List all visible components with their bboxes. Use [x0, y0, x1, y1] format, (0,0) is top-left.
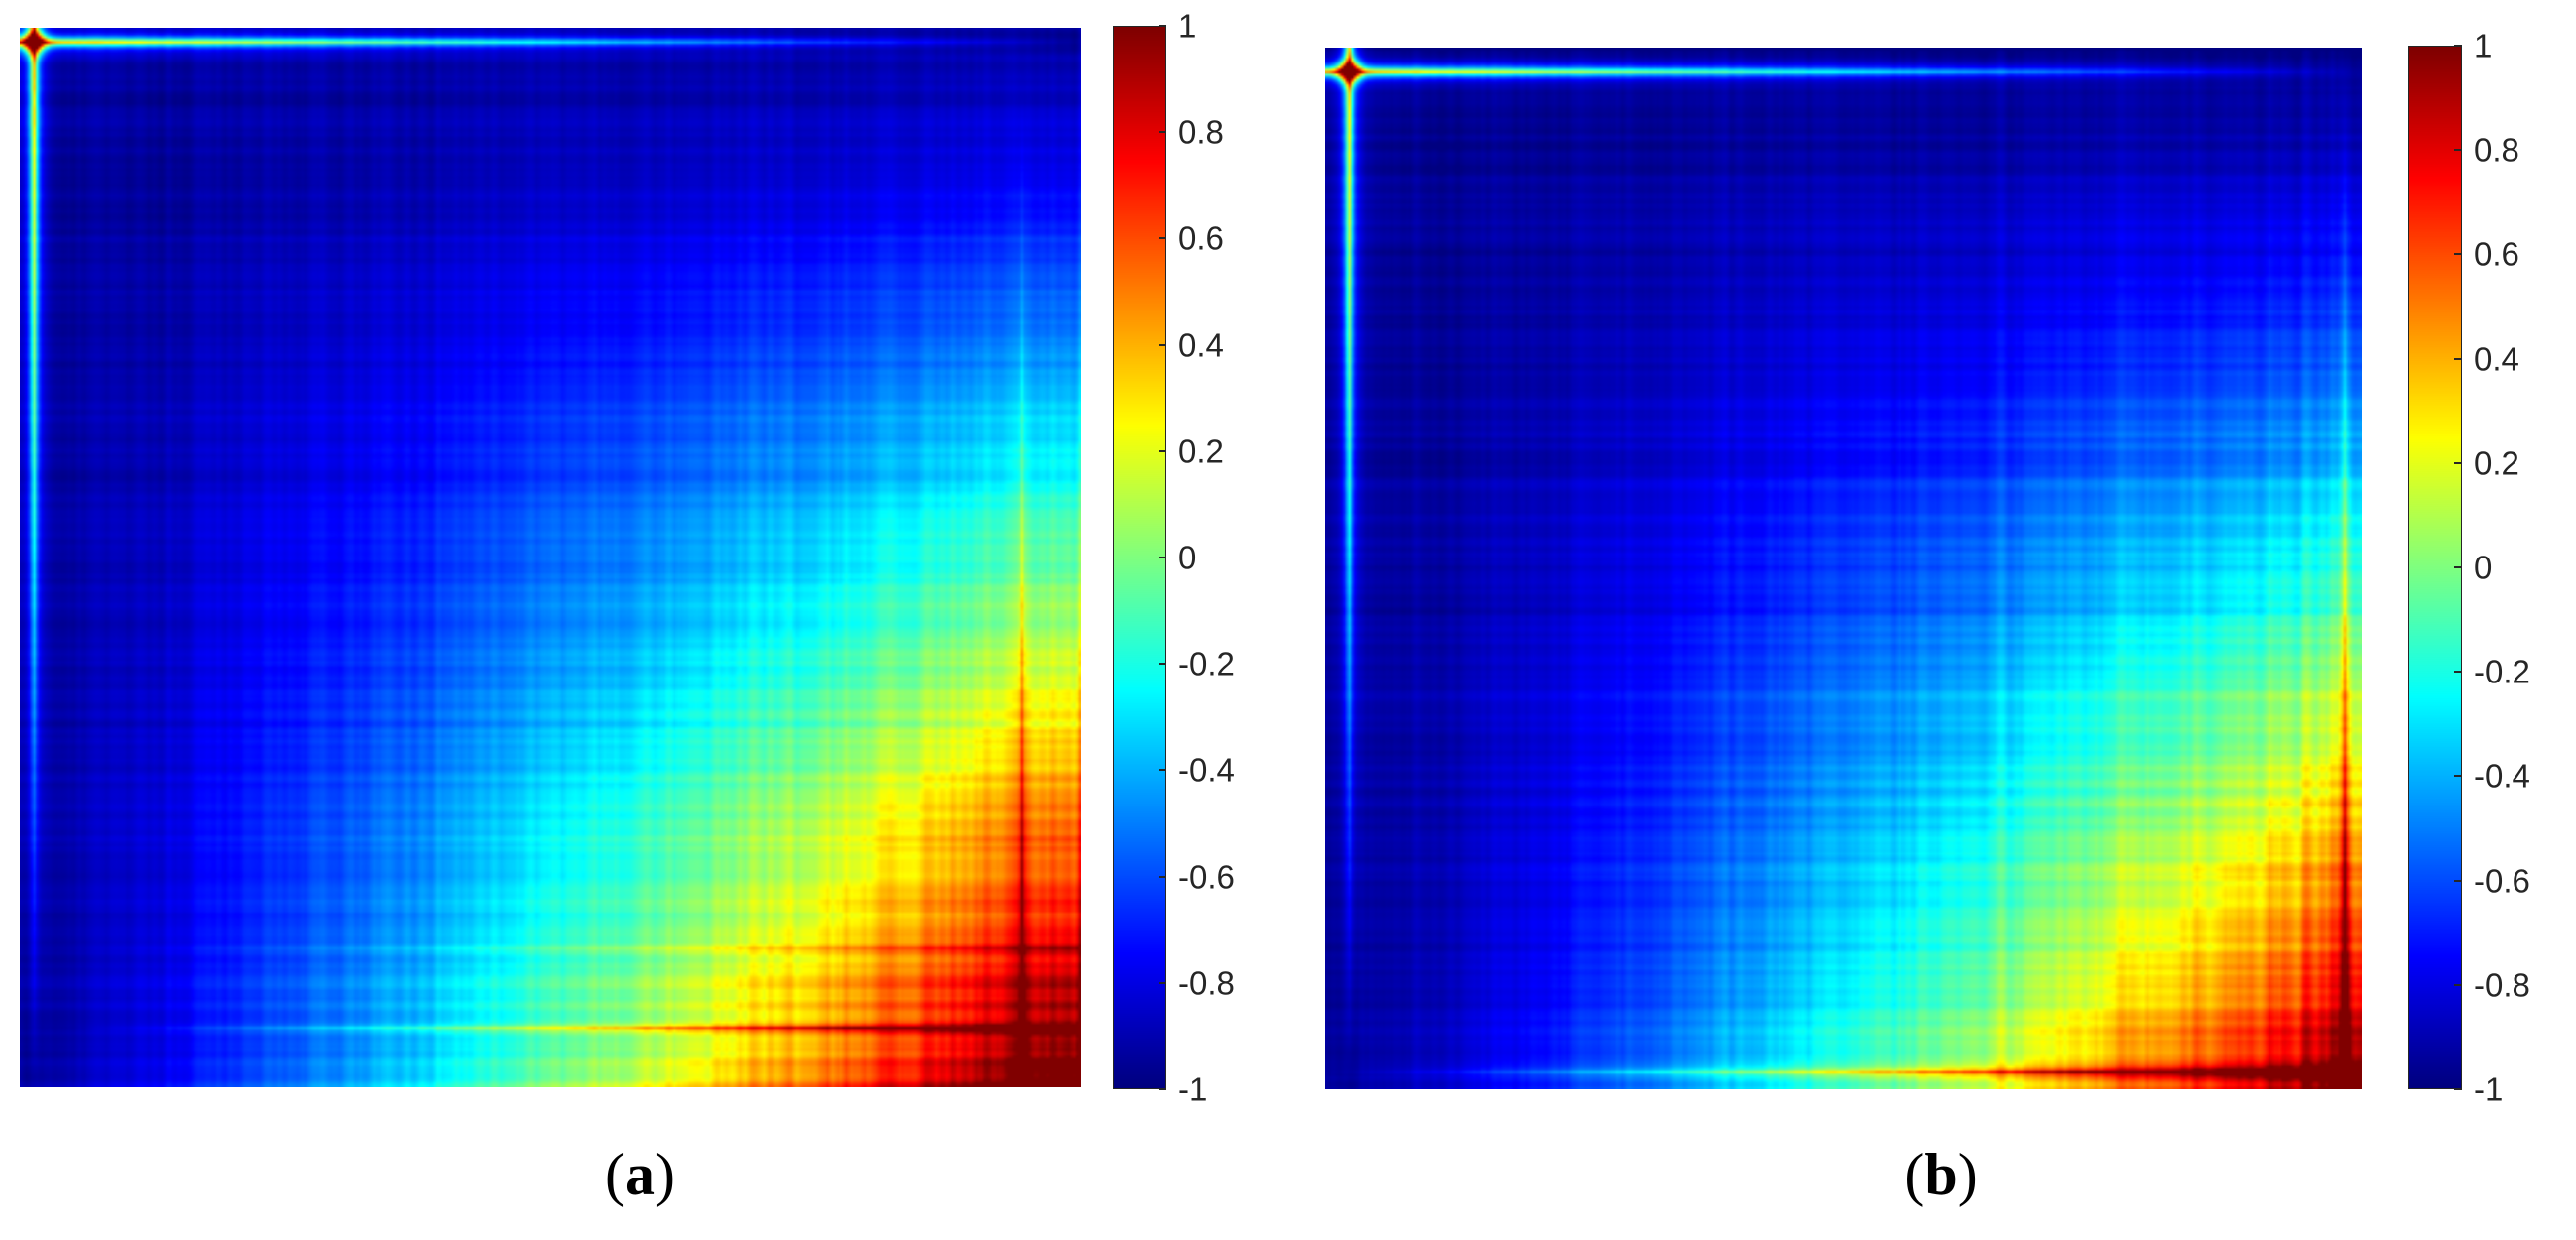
caption-b-close: )	[1957, 1142, 1978, 1207]
colorbar-tick-mark	[1159, 769, 1166, 772]
colorbar-tick-mark	[2454, 775, 2462, 778]
colorbar-tick-mark	[2454, 45, 2462, 47]
colorbar-tick-label: 0.8	[1178, 113, 1224, 151]
colorbar-tick-mark	[1159, 981, 1166, 984]
caption-a-open: (	[605, 1142, 625, 1207]
colorbar-tick-label: 0.2	[2474, 444, 2519, 482]
colorbar-tick-mark	[2454, 149, 2462, 152]
colorbar-tick-mark	[1159, 25, 1166, 27]
caption-b-label: b	[1924, 1142, 1958, 1207]
colorbar-tick-label: -0.4	[1178, 751, 1235, 789]
colorbar-tick-label: -1	[1178, 1070, 1208, 1108]
colorbar-tick-mark	[1159, 343, 1166, 346]
colorbar-tick-label: -0.2	[2474, 653, 2530, 690]
colorbar-tick-label: 0.6	[2474, 235, 2519, 273]
colorbar-tick-label: 0.8	[2474, 131, 2519, 169]
colorbar-tick-label: 0.4	[2474, 340, 2519, 378]
colorbar-tick-mark	[1159, 875, 1166, 878]
colorbar-tick-label: 1	[2474, 27, 2493, 64]
colorbar-tick-label: -0.8	[2474, 966, 2530, 1004]
colorbar-tick-label: 0.6	[1178, 219, 1224, 257]
colorbar-tick-label: 0.2	[1178, 433, 1224, 470]
colorbar-tick-label: -1	[2474, 1070, 2504, 1108]
caption-a-close: )	[655, 1142, 675, 1207]
colorbar-a	[1113, 26, 1166, 1089]
caption-a: (a)	[605, 1141, 675, 1209]
colorbar-tick-label: 0	[2474, 549, 2493, 586]
colorbar-tick-mark	[2454, 357, 2462, 360]
colorbar-b	[2408, 46, 2462, 1089]
colorbar-tick-label: 0.4	[1178, 326, 1224, 364]
colorbar-tick-mark	[1159, 237, 1166, 240]
colorbar-tick-mark	[1159, 449, 1166, 452]
caption-b: (b)	[1904, 1141, 1977, 1209]
colorbar-tick-mark	[2454, 671, 2462, 674]
colorbar-tick-label: -0.8	[1178, 964, 1235, 1002]
heatmap-a	[20, 28, 1081, 1087]
colorbar-tick-mark	[1159, 1088, 1166, 1090]
colorbar-tick-mark	[1159, 131, 1166, 134]
caption-b-open: (	[1904, 1142, 1925, 1207]
colorbar-tick-mark	[2454, 983, 2462, 986]
colorbar-tick-label: -0.6	[1178, 858, 1235, 896]
heatmap-b	[1325, 48, 2362, 1089]
colorbar-tick-label: 1	[1178, 7, 1197, 45]
colorbar-tick-mark	[2454, 1088, 2462, 1090]
colorbar-tick-mark	[2454, 461, 2462, 464]
colorbar-tick-mark	[1159, 663, 1166, 666]
colorbar-tick-mark	[2454, 253, 2462, 256]
caption-a-label: a	[625, 1142, 655, 1207]
colorbar-tick-label: -0.4	[2474, 757, 2530, 795]
colorbar-tick-label: 0	[1178, 539, 1197, 576]
colorbar-tick-label: -0.2	[1178, 645, 1235, 682]
colorbar-tick-mark	[1159, 557, 1166, 558]
colorbar-tick-label: -0.6	[2474, 862, 2530, 900]
colorbar-tick-mark	[2454, 879, 2462, 882]
colorbar-tick-mark	[2454, 566, 2462, 568]
